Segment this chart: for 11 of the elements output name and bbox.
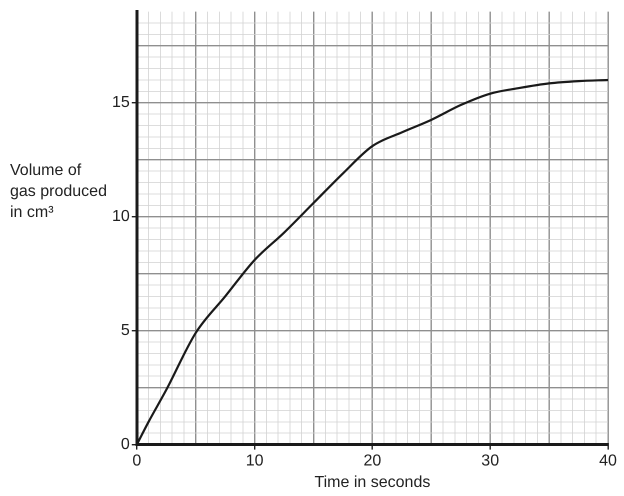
- y-tick-label: 5: [120, 322, 130, 340]
- x-tick-label: 30: [481, 452, 500, 470]
- y-axis-title: Volume of gas produced in cm³: [10, 161, 108, 223]
- x-axis-title: Time in seconds: [314, 474, 430, 491]
- x-tick-label: 0: [132, 452, 142, 470]
- x-tick-label: 20: [364, 452, 382, 470]
- x-tick-label: 40: [599, 452, 617, 470]
- y-tick-label: 15: [112, 94, 130, 112]
- y-tick-label: 10: [112, 208, 130, 226]
- y-tick-label: 0: [120, 436, 130, 454]
- x-tick-label: 10: [246, 452, 264, 470]
